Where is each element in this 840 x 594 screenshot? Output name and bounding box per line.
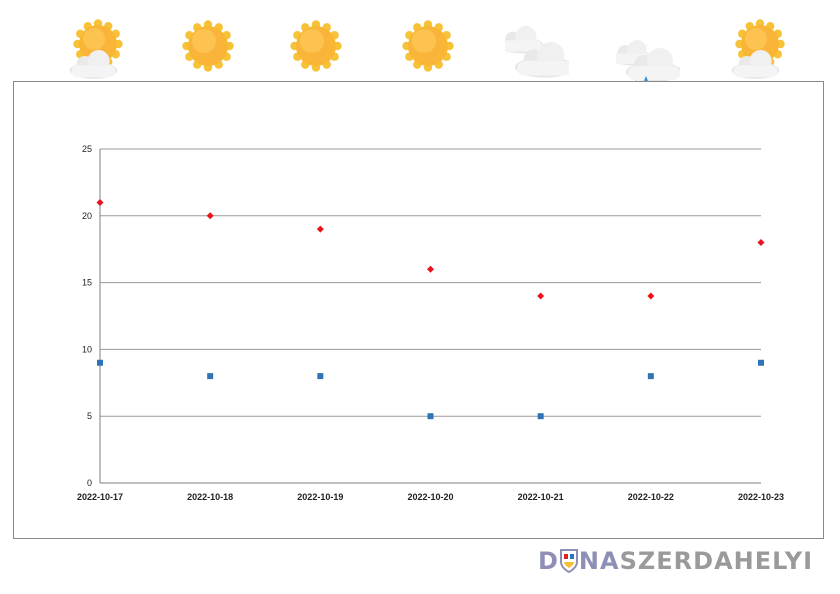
data-point-series-2 — [758, 359, 764, 366]
brand-logo: D NA SZERDAHELYI — [538, 544, 813, 578]
x-tick-label: 2022-10-20 — [407, 492, 453, 502]
brand-text-part1: D — [538, 547, 559, 575]
x-tick-label: 2022-10-21 — [518, 492, 564, 502]
data-point-series-1 — [537, 292, 545, 300]
data-point-series-1 — [96, 198, 104, 206]
x-tick-label: 2022-10-19 — [297, 492, 343, 502]
data-point-series-2 — [427, 413, 434, 420]
sun-icon — [176, 16, 240, 96]
x-tick-label: 2022-10-22 — [628, 492, 674, 502]
y-tick-label: 25 — [82, 144, 92, 154]
sun-icon — [284, 16, 348, 96]
cloud-icon — [498, 16, 574, 96]
x-tick-label: 2022-10-17 — [77, 492, 123, 502]
data-point-series-1 — [427, 265, 434, 273]
data-point-series-2 — [97, 359, 103, 366]
data-point-series-2 — [207, 373, 214, 380]
data-point-series-1 — [647, 292, 655, 300]
brand-text-part3: SZERDAHELYI — [619, 547, 813, 575]
chart-frame: 0 5 10 15 20 25 2022-10-17 2022-10-18 2022-10-19… — [13, 81, 824, 539]
x-tick-label: 2022-10-23 — [738, 492, 784, 502]
y-tick-label: 0 — [87, 478, 92, 488]
forecast-chart: 0 5 10 15 20 25 2022-10-17 2022-10-18 2022-10-19… — [77, 144, 784, 502]
data-point-series-1 — [757, 239, 765, 247]
x-tick-label: 2022-10-18 — [187, 492, 233, 502]
sun-behind-cloud-icon — [66, 16, 130, 96]
brand-text-part2: NA — [578, 547, 620, 575]
y-tick-label: 20 — [82, 211, 92, 221]
data-point-series-2 — [317, 373, 324, 380]
data-point-series-1 — [316, 225, 324, 233]
data-point-series-2 — [537, 413, 544, 420]
y-tick-label: 15 — [82, 278, 92, 288]
sun-icon — [396, 16, 460, 96]
data-point-series-1 — [206, 212, 214, 220]
crest-icon — [559, 549, 578, 573]
data-point-series-2 — [647, 373, 654, 380]
y-tick-label: 5 — [87, 411, 92, 421]
sun-behind-cloud-icon — [728, 16, 792, 96]
y-tick-label: 10 — [82, 344, 92, 354]
weather-icons-row — [0, 0, 840, 100]
